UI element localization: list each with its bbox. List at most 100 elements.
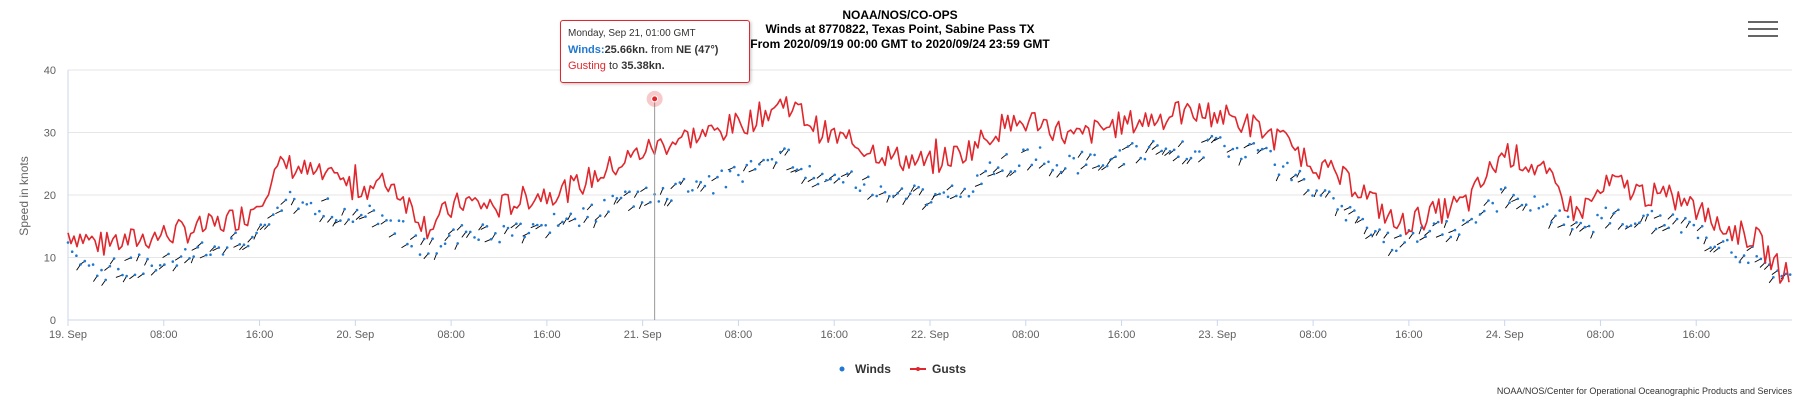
winds-point[interactable] (808, 164, 811, 168)
winds-point[interactable] (1059, 170, 1063, 174)
winds-point[interactable] (1592, 230, 1595, 234)
winds-point[interactable] (783, 147, 786, 150)
winds-point[interactable] (1717, 246, 1721, 250)
winds-point[interactable] (477, 238, 480, 241)
winds-point[interactable] (1566, 215, 1570, 219)
winds-point[interactable] (1583, 225, 1587, 229)
winds-point[interactable] (833, 173, 837, 177)
winds-point[interactable] (841, 181, 845, 184)
winds-point[interactable] (1382, 240, 1385, 244)
winds-point[interactable] (1457, 233, 1461, 236)
winds-point[interactable] (515, 222, 518, 225)
winds-point[interactable] (381, 214, 384, 217)
winds-point[interactable] (125, 274, 128, 278)
winds-point[interactable] (582, 207, 585, 210)
winds-point[interactable] (485, 225, 489, 228)
winds-point[interactable] (301, 201, 305, 204)
winds-point[interactable] (1344, 218, 1348, 222)
winds-point[interactable] (1650, 209, 1654, 213)
winds-point[interactable] (79, 263, 82, 266)
winds-point[interactable] (1168, 150, 1172, 153)
winds-point[interactable] (230, 237, 233, 240)
winds-point[interactable] (376, 222, 380, 226)
winds-point[interactable] (837, 177, 841, 181)
winds-point[interactable] (1156, 144, 1159, 147)
winds-point[interactable] (1663, 223, 1666, 227)
winds-point[interactable] (816, 182, 820, 186)
winds-point[interactable] (297, 207, 300, 210)
winds-point[interactable] (1671, 213, 1675, 216)
winds-point[interactable] (1688, 220, 1691, 224)
winds-point[interactable] (200, 241, 204, 244)
winds-point[interactable] (397, 219, 401, 222)
winds-point[interactable] (573, 217, 577, 221)
winds-point[interactable] (313, 212, 317, 216)
winds-point[interactable] (712, 192, 715, 195)
winds-point[interactable] (867, 175, 870, 179)
winds-point[interactable] (1575, 221, 1578, 224)
winds-point[interactable] (1428, 229, 1432, 233)
winds-point[interactable] (1135, 144, 1138, 148)
winds-point[interactable] (716, 175, 719, 179)
winds-point[interactable] (221, 253, 225, 256)
winds-point[interactable] (1369, 233, 1373, 237)
winds-point[interactable] (334, 219, 338, 222)
winds-point[interactable] (1625, 225, 1629, 228)
winds-point[interactable] (188, 257, 191, 260)
winds-point[interactable] (1139, 156, 1142, 160)
winds-point[interactable] (1273, 163, 1277, 166)
winds-point[interactable] (1294, 173, 1298, 177)
winds-point[interactable] (1206, 138, 1210, 142)
winds-point[interactable] (883, 190, 887, 194)
winds-point[interactable] (649, 200, 652, 204)
winds-point[interactable] (598, 214, 602, 217)
winds-point[interactable] (339, 219, 342, 222)
winds-point[interactable] (1533, 195, 1536, 198)
winds-point[interactable] (146, 257, 149, 261)
winds-point[interactable] (121, 273, 124, 277)
winds-point[interactable] (1730, 251, 1733, 254)
winds-point[interactable] (481, 223, 485, 226)
winds-point[interactable] (1579, 221, 1582, 225)
winds-point[interactable] (150, 264, 154, 268)
winds-point[interactable] (288, 190, 292, 194)
winds-point[interactable] (1277, 173, 1281, 176)
winds-point[interactable] (117, 267, 120, 271)
winds-point[interactable] (1700, 224, 1704, 228)
winds-point[interactable] (142, 272, 145, 276)
winds-point[interactable] (1076, 172, 1080, 175)
winds-point[interactable] (753, 167, 757, 171)
winds-point[interactable] (1164, 147, 1168, 150)
winds-point[interactable] (246, 244, 250, 248)
winds-point[interactable] (1185, 157, 1189, 161)
winds-point[interactable] (427, 252, 430, 255)
winds-point[interactable] (372, 209, 376, 212)
winds-point[interactable] (900, 187, 904, 190)
winds-point[interactable] (888, 194, 891, 198)
winds-point[interactable] (1558, 209, 1561, 212)
winds-point[interactable] (862, 183, 866, 186)
winds-point[interactable] (1152, 139, 1155, 143)
winds-point[interactable] (1508, 201, 1511, 204)
winds-point[interactable] (502, 224, 506, 228)
winds-point[interactable] (569, 212, 573, 216)
winds-point[interactable] (1416, 240, 1419, 243)
winds-point[interactable] (330, 215, 334, 219)
winds-point[interactable] (1441, 233, 1444, 236)
winds-point[interactable] (1617, 208, 1620, 212)
winds-point[interactable] (326, 197, 330, 200)
winds-point[interactable] (406, 242, 409, 246)
winds-point[interactable] (1332, 197, 1335, 200)
winds-point[interactable] (368, 204, 372, 208)
winds-point[interactable] (879, 185, 883, 188)
winds-point[interactable] (1235, 146, 1239, 150)
winds-point[interactable] (724, 185, 728, 189)
winds-point[interactable] (393, 232, 397, 235)
winds-point[interactable] (967, 194, 971, 198)
winds-point[interactable] (175, 264, 179, 267)
winds-point[interactable] (1315, 189, 1318, 192)
winds-point[interactable] (1252, 142, 1256, 145)
winds-point[interactable] (645, 186, 648, 190)
winds-point[interactable] (1256, 148, 1260, 152)
winds-point[interactable] (1064, 167, 1067, 170)
